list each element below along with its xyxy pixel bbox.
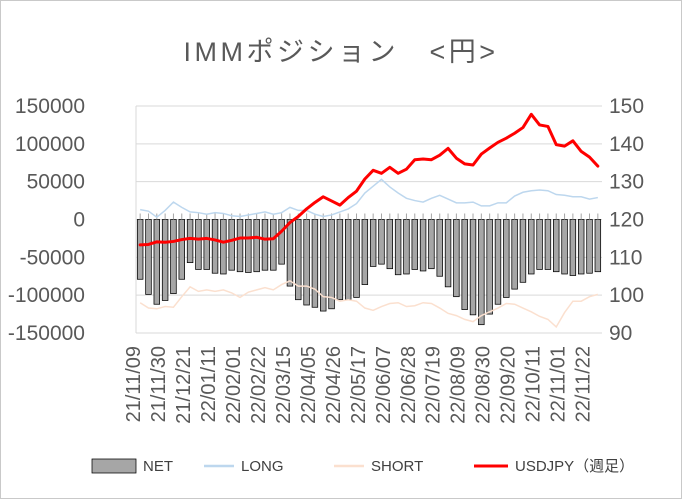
svg-text:LONG: LONG [241,458,284,475]
svg-text:-100000: -100000 [8,284,85,307]
svg-text:50000: 50000 [27,171,85,194]
svg-text:130: 130 [609,171,644,194]
svg-text:140: 140 [609,133,644,156]
svg-text:150: 150 [609,95,644,118]
svg-text:22/11/01: 22/11/01 [548,346,570,422]
svg-text:22/02/22: 22/02/22 [248,346,270,424]
svg-text:-150000: -150000 [8,322,85,345]
svg-text:USDJPY（週足）: USDJPY（週足） [515,458,634,475]
svg-text:100: 100 [609,284,644,307]
svg-text:0: 0 [73,209,85,232]
svg-text:22/08/30: 22/08/30 [473,346,495,424]
svg-text:100000: 100000 [15,133,85,156]
svg-text:NET: NET [143,458,173,475]
svg-text:22/09/20: 22/09/20 [498,346,520,424]
svg-text:22/06/07: 22/06/07 [373,346,395,424]
svg-text:150000: 150000 [15,95,85,118]
svg-text:-50000: -50000 [20,246,85,269]
svg-text:SHORT: SHORT [371,458,423,475]
svg-text:22/08/09: 22/08/09 [448,346,470,424]
svg-text:22/04/05: 22/04/05 [298,346,320,424]
svg-text:22/10/11: 22/10/11 [523,346,545,422]
svg-text:22/07/19: 22/07/19 [423,346,445,424]
svg-text:90: 90 [609,322,632,345]
svg-text:120: 120 [609,209,644,232]
svg-text:22/01/11: 22/01/11 [198,346,220,422]
svg-text:21/11/09: 21/11/09 [123,346,145,422]
svg-text:22/11/22: 22/11/22 [573,346,595,422]
svg-text:21/12/21: 21/12/21 [173,346,195,424]
svg-text:22/06/28: 22/06/28 [398,346,420,424]
svg-text:22/04/26: 22/04/26 [323,346,345,424]
svg-text:21/11/30: 21/11/30 [148,346,170,422]
svg-text:110: 110 [609,246,642,269]
svg-text:22/05/17: 22/05/17 [348,346,370,424]
svg-text:22/02/01: 22/02/01 [223,346,245,424]
svg-text:22/03/15: 22/03/15 [273,346,295,424]
